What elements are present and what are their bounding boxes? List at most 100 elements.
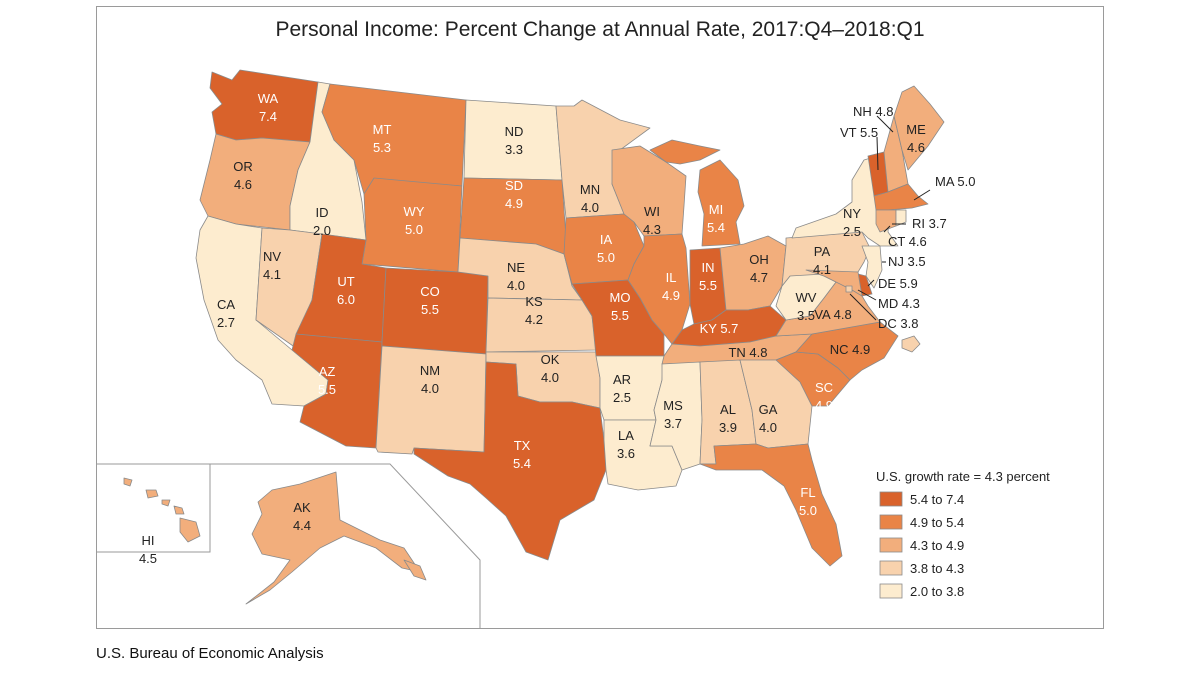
- state-label-KS: KS: [525, 294, 543, 309]
- state-RI[interactable]: [895, 209, 907, 227]
- state-AK-islands: [403, 559, 427, 581]
- state-value-SC: 4.9: [815, 398, 833, 413]
- legend-label: 4.3 to 4.9: [910, 538, 964, 553]
- inset-divider: [96, 464, 211, 553]
- state-label-OK: OK: [541, 352, 560, 367]
- state-value-CA: 2.7: [217, 315, 235, 330]
- state-WA[interactable]: [209, 69, 319, 143]
- state-value-SD: 4.9: [505, 196, 523, 211]
- state-label-FL: FL: [800, 485, 815, 500]
- map-frame: [96, 6, 1104, 629]
- callout-NC: NC 4.9: [830, 342, 870, 357]
- state-label-MN: MN: [580, 182, 600, 197]
- state-label-WV: WV: [796, 290, 817, 305]
- state-label-CA: CA: [217, 297, 235, 312]
- state-label-NY: NY: [843, 206, 861, 221]
- legend-item: 3.8 to 4.3: [879, 560, 964, 576]
- state-value-WA: 7.4: [259, 109, 277, 124]
- state-label-OH: OH: [749, 252, 769, 267]
- state-value-LA: 3.6: [617, 446, 635, 461]
- state-value-PA: 4.1: [813, 262, 831, 277]
- state-label-SD: SD: [505, 178, 523, 193]
- callout-MA: MA 5.0: [935, 174, 975, 189]
- state-label-ND: ND: [505, 124, 524, 139]
- callout-MD: MD 4.3: [878, 296, 920, 311]
- state-label-PA: PA: [814, 244, 831, 259]
- legend-item: 5.4 to 7.4: [879, 491, 964, 507]
- state-label-AK: AK: [293, 500, 311, 515]
- state-label-MT: MT: [373, 122, 392, 137]
- state-label-SC: SC: [815, 380, 833, 395]
- state-label-HI: HI: [142, 533, 155, 548]
- state-value-OH: 4.7: [750, 270, 768, 285]
- state-value-OK: 4.0: [541, 370, 559, 385]
- state-value-IL: 4.9: [662, 288, 680, 303]
- state-ND[interactable]: [463, 99, 563, 181]
- state-value-UT: 6.0: [337, 292, 355, 307]
- state-value-KS: 4.2: [525, 312, 543, 327]
- callout-CT: CT 4.6: [888, 234, 927, 249]
- state-value-TX: 5.4: [513, 456, 531, 471]
- state-value-MS: 3.7: [664, 416, 682, 431]
- state-value-OR: 4.6: [234, 177, 252, 192]
- state-value-FL: 5.0: [799, 503, 817, 518]
- legend-swatch: [879, 514, 903, 530]
- state-label-IA: IA: [600, 232, 613, 247]
- state-TX[interactable]: [413, 361, 607, 561]
- state-value-MI: 5.4: [707, 220, 725, 235]
- state-label-TX: TX: [514, 438, 531, 453]
- state-value-HI: 4.5: [139, 551, 157, 566]
- state-CT[interactable]: [875, 209, 897, 233]
- state-value-AR: 2.5: [613, 390, 631, 405]
- state-label-NV: NV: [263, 249, 281, 264]
- legend-swatch: [879, 560, 903, 576]
- state-value-MO: 5.5: [611, 308, 629, 323]
- state-ME[interactable]: [893, 85, 945, 171]
- callout-NJ: NJ 3.5: [888, 254, 926, 269]
- legend-swatch: [879, 491, 903, 507]
- state-value-ME: 4.6: [907, 140, 925, 155]
- state-value-NY: 2.5: [843, 224, 861, 239]
- callout-DE: DE 5.9: [878, 276, 918, 291]
- state-IL[interactable]: [627, 233, 691, 345]
- state-FL[interactable]: [699, 443, 843, 567]
- state-value-AL: 3.9: [719, 420, 737, 435]
- state-MI[interactable]: [649, 139, 745, 247]
- legend-label: 5.4 to 7.4: [910, 492, 964, 507]
- state-value-AK: 4.4: [293, 518, 311, 533]
- state-value-ID: 2.0: [313, 223, 331, 238]
- state-label-CO: CO: [420, 284, 440, 299]
- state-value-WV: 3.5: [797, 308, 815, 323]
- legend-label: 2.0 to 3.8: [910, 584, 964, 599]
- state-label-WA: WA: [258, 91, 279, 106]
- legend-swatch: [879, 537, 903, 553]
- state-NJ[interactable]: [861, 245, 883, 289]
- state-NH[interactable]: [883, 115, 909, 193]
- state-value-NE: 4.0: [507, 278, 525, 293]
- state-label-AZ: AZ: [319, 364, 336, 379]
- state-label-LA: LA: [618, 428, 634, 443]
- map-title: Personal Income: Percent Change at Annua…: [275, 18, 925, 41]
- state-value-MT: 5.3: [373, 140, 391, 155]
- state-label-MS: MS: [663, 398, 683, 413]
- state-AK[interactable]: [245, 471, 421, 605]
- state-label-OR: OR: [233, 159, 253, 174]
- state-label-GA: GA: [759, 402, 778, 417]
- state-value-MN: 4.0: [581, 200, 599, 215]
- state-value-WI: 4.3: [643, 222, 661, 237]
- state-HI-islands[interactable]: [123, 477, 201, 543]
- legend-item: 2.0 to 3.8: [879, 583, 964, 599]
- state-value-IA: 5.0: [597, 250, 615, 265]
- legend-label: 4.9 to 5.4: [910, 515, 964, 530]
- callout-VT: VT 5.5: [840, 125, 878, 140]
- state-label-ME: ME: [906, 122, 926, 137]
- state-value-GA: 4.0: [759, 420, 777, 435]
- state-value-CO: 5.5: [421, 302, 439, 317]
- state-label-MI: MI: [709, 202, 723, 217]
- state-label-MO: MO: [610, 290, 631, 305]
- state-DC[interactable]: [845, 285, 853, 293]
- state-NC[interactable]: [775, 321, 899, 381]
- legend-swatch: [879, 583, 903, 599]
- callout-leaders: [849, 115, 931, 321]
- state-label-AL: AL: [720, 402, 736, 417]
